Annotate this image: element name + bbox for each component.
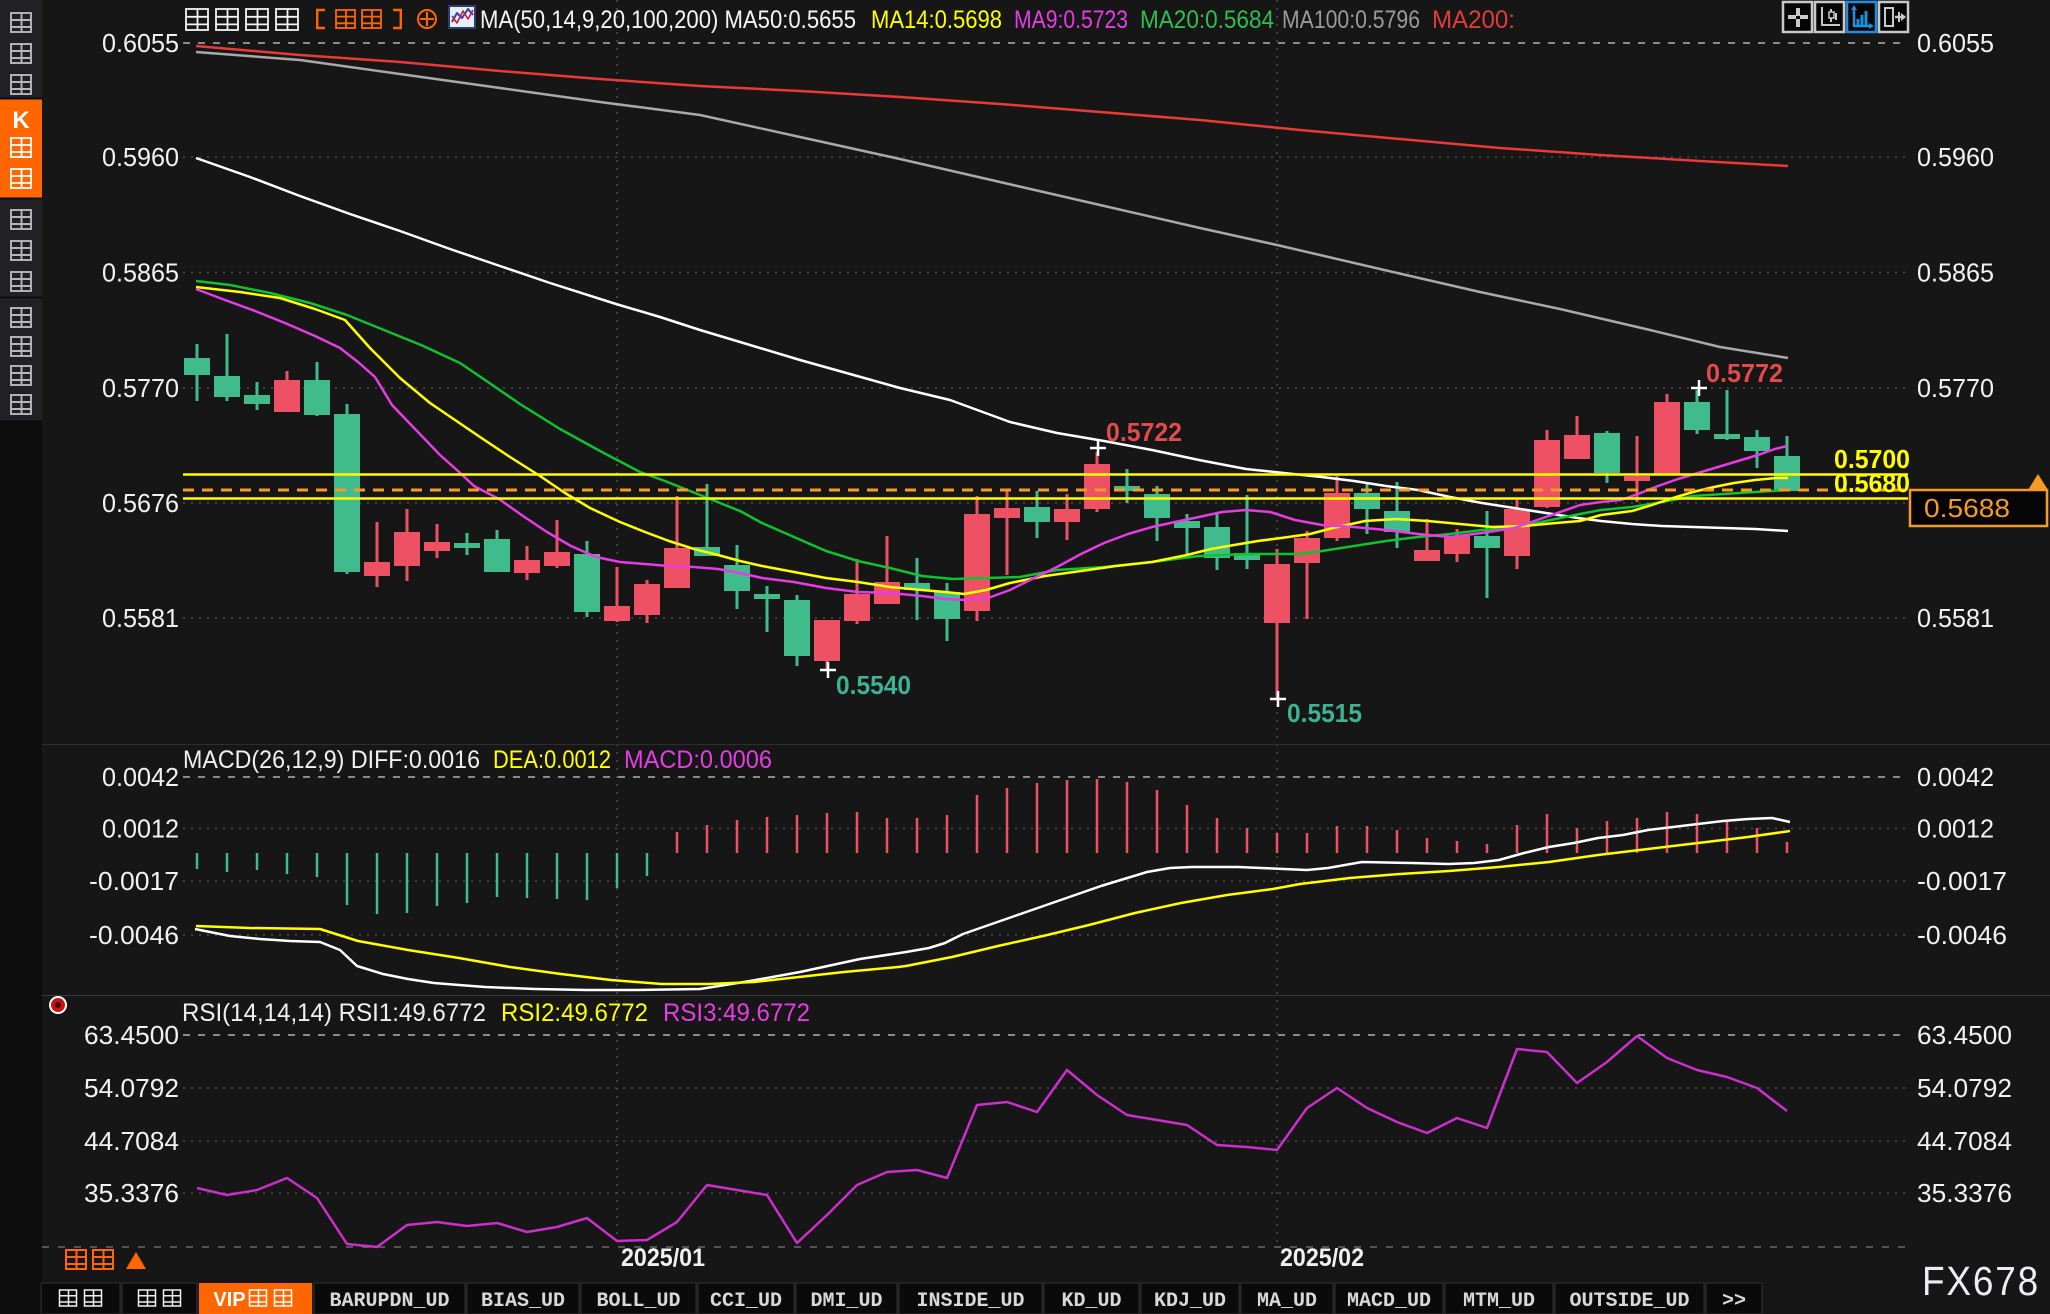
svg-text:63.4500: 63.4500 — [84, 1020, 179, 1050]
svg-text:44.7084: 44.7084 — [1917, 1126, 2012, 1156]
svg-text:MACD:0.0006: MACD:0.0006 — [624, 746, 772, 774]
svg-text:0.5688: 0.5688 — [1924, 493, 2010, 523]
svg-text:VIP: VIP — [213, 1289, 245, 1311]
svg-text:0.5865: 0.5865 — [102, 258, 179, 288]
svg-text:0.5700: 0.5700 — [1834, 444, 1910, 474]
svg-text:CCI_UD: CCI_UD — [710, 1290, 782, 1313]
svg-text:0.5960: 0.5960 — [102, 142, 179, 172]
svg-text:DEA:0.0012: DEA:0.0012 — [493, 746, 611, 774]
svg-text:RSI2:49.6772: RSI2:49.6772 — [501, 999, 648, 1027]
svg-text:MA200:: MA200: — [1432, 6, 1515, 34]
svg-text:0.0012: 0.0012 — [102, 814, 179, 844]
svg-text:0.5722: 0.5722 — [1106, 417, 1182, 447]
svg-text:0.0042: 0.0042 — [102, 762, 179, 792]
svg-text:0.0042: 0.0042 — [1917, 762, 1994, 792]
svg-text:MA9:0.5723: MA9:0.5723 — [1014, 6, 1128, 34]
svg-text:OUTSIDE_UD: OUTSIDE_UD — [1569, 1290, 1689, 1313]
svg-text:MA20:0.5684: MA20:0.5684 — [1140, 6, 1274, 34]
svg-text:0.5772: 0.5772 — [1706, 358, 1783, 388]
svg-text:-0.0046: -0.0046 — [1917, 920, 2007, 950]
svg-text:MA_UD: MA_UD — [1257, 1290, 1317, 1313]
svg-text:-0.0017: -0.0017 — [1917, 866, 2007, 896]
svg-text:>>: >> — [1722, 1290, 1746, 1313]
svg-text:54.0792: 54.0792 — [84, 1073, 179, 1103]
svg-text:KDJ_UD: KDJ_UD — [1154, 1290, 1226, 1313]
svg-text:0.5540: 0.5540 — [836, 670, 911, 700]
svg-text:MTM_UD: MTM_UD — [1463, 1290, 1535, 1313]
svg-text:-0.0017: -0.0017 — [89, 866, 179, 896]
svg-text:0.5680: 0.5680 — [1834, 468, 1910, 498]
svg-text:0.5865: 0.5865 — [1917, 258, 1994, 288]
svg-text:-0.0046: -0.0046 — [89, 920, 179, 950]
svg-text:0.5581: 0.5581 — [1917, 603, 1994, 633]
svg-text:35.3376: 35.3376 — [1917, 1178, 2012, 1208]
svg-text:RSI(14,14,14) RSI1:49.6772: RSI(14,14,14) RSI1:49.6772 — [182, 999, 486, 1027]
svg-text:54.0792: 54.0792 — [1917, 1073, 2012, 1103]
svg-text:BIAS_UD: BIAS_UD — [481, 1290, 565, 1313]
svg-text:0.5960: 0.5960 — [1917, 142, 1994, 172]
svg-text:0.5770: 0.5770 — [1917, 373, 1994, 403]
svg-text:2025/02: 2025/02 — [1280, 1244, 1364, 1272]
svg-text:35.3376: 35.3376 — [84, 1178, 179, 1208]
svg-text:DMI_UD: DMI_UD — [810, 1290, 882, 1313]
svg-text:0.5581: 0.5581 — [102, 603, 179, 633]
svg-text:FX678: FX678 — [1922, 1258, 2040, 1304]
svg-text:RSI3:49.6772: RSI3:49.6772 — [663, 999, 810, 1027]
svg-text:MACD_UD: MACD_UD — [1347, 1290, 1431, 1313]
svg-text:0.6055: 0.6055 — [1917, 28, 1994, 58]
svg-text:BARUPDN_UD: BARUPDN_UD — [329, 1290, 449, 1313]
svg-text:0.5676: 0.5676 — [102, 488, 179, 518]
svg-text:44.7084: 44.7084 — [84, 1126, 179, 1156]
svg-text:BOLL_UD: BOLL_UD — [596, 1290, 680, 1313]
svg-text:0.5515: 0.5515 — [1287, 698, 1362, 728]
svg-text:MACD(26,12,9) DIFF:0.0016: MACD(26,12,9) DIFF:0.0016 — [183, 746, 480, 774]
svg-text:MA(50,14,9,20,100,200) MA50:0.: MA(50,14,9,20,100,200) MA50:0.5655 — [480, 6, 856, 34]
svg-text:0.6055: 0.6055 — [102, 28, 179, 58]
svg-text:MA100:0.5796: MA100:0.5796 — [1282, 6, 1420, 34]
svg-text:KD_UD: KD_UD — [1061, 1290, 1121, 1313]
svg-text:0.0012: 0.0012 — [1917, 814, 1994, 844]
svg-text:0.5770: 0.5770 — [102, 373, 179, 403]
svg-text:63.4500: 63.4500 — [1917, 1020, 2012, 1050]
svg-text:2025/01: 2025/01 — [621, 1244, 705, 1272]
svg-text:MA14:0.5698: MA14:0.5698 — [871, 6, 1002, 34]
svg-text:K: K — [12, 107, 30, 134]
svg-text:INSIDE_UD: INSIDE_UD — [916, 1290, 1024, 1313]
